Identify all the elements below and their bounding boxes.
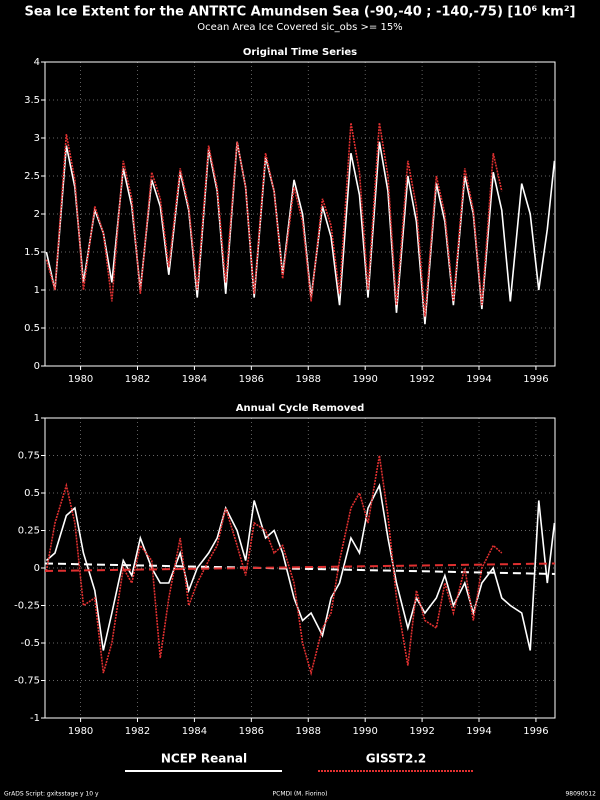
x-tick-label: 1984: [182, 374, 207, 385]
x-tick-label: 1980: [68, 726, 93, 737]
plot-frame: [44, 61, 556, 367]
page-subtitle: Ocean Area Ice Covered sic_obs >= 15%: [197, 22, 402, 33]
y-tick-label: 1: [34, 413, 40, 424]
panel-title: Original Time Series: [243, 47, 357, 58]
trend-line: [44, 562, 556, 575]
series-line: [45, 122, 503, 317]
x-tick-label: 1986: [239, 374, 264, 385]
x-tick-label: 1994: [466, 726, 491, 737]
x-tick-label: 1986: [239, 726, 264, 737]
y-tick-label: -0.25: [14, 601, 40, 612]
y-tick-label: 0: [34, 563, 40, 574]
y-tick-label: 0.5: [24, 488, 40, 499]
series-line: [45, 141, 556, 325]
y-tick-label: -1: [30, 713, 40, 724]
y-tick-label: 0: [34, 361, 40, 372]
y-tick-label: 0.25: [18, 526, 40, 537]
x-tick-label: 1980: [68, 374, 93, 385]
y-tick-label: 1: [34, 285, 40, 296]
x-tick-label: 1988: [296, 374, 321, 385]
y-tick-label: -0.75: [14, 676, 40, 687]
x-tick-label: 1984: [182, 726, 207, 737]
y-tick-label: 2: [34, 209, 40, 220]
x-tick-label: 1990: [352, 726, 377, 737]
x-tick-label: 1996: [523, 374, 548, 385]
plot-frame: [44, 417, 556, 719]
footer-right: 98090512: [565, 791, 596, 798]
y-tick-label: 0.5: [24, 323, 40, 334]
y-tick-label: 4: [34, 57, 40, 68]
x-tick-label: 1982: [125, 726, 150, 737]
series-line: [45, 455, 503, 677]
footer-left: GrADS Script: gxitsstage y 10 y: [4, 791, 99, 798]
y-tick-label: 2.5: [24, 171, 40, 182]
y-tick-label: 3: [34, 133, 40, 144]
series-line: [45, 482, 556, 651]
y-tick-label: 1.5: [24, 247, 40, 258]
legend-label: GISST2.2: [366, 752, 427, 766]
x-tick-label: 1992: [409, 374, 434, 385]
x-tick-label: 1992: [409, 726, 434, 737]
x-tick-label: 1994: [466, 374, 491, 385]
y-tick-label: 3.5: [24, 95, 40, 106]
x-tick-label: 1988: [296, 726, 321, 737]
legend-label: NCEP Reanal: [161, 752, 247, 766]
footer-center: PCMDI (M. Fiorino): [273, 791, 328, 798]
x-tick-label: 1982: [125, 374, 150, 385]
y-tick-label: -0.5: [20, 638, 40, 649]
panel-title: Annual Cycle Removed: [236, 403, 364, 414]
trend-line: [44, 562, 556, 572]
page-title: Sea Ice Extent for the ANTRTC Amundsen S…: [24, 5, 575, 20]
x-tick-label: 1990: [352, 374, 377, 385]
x-tick-label: 1996: [523, 726, 548, 737]
y-tick-label: 0.75: [18, 451, 40, 462]
